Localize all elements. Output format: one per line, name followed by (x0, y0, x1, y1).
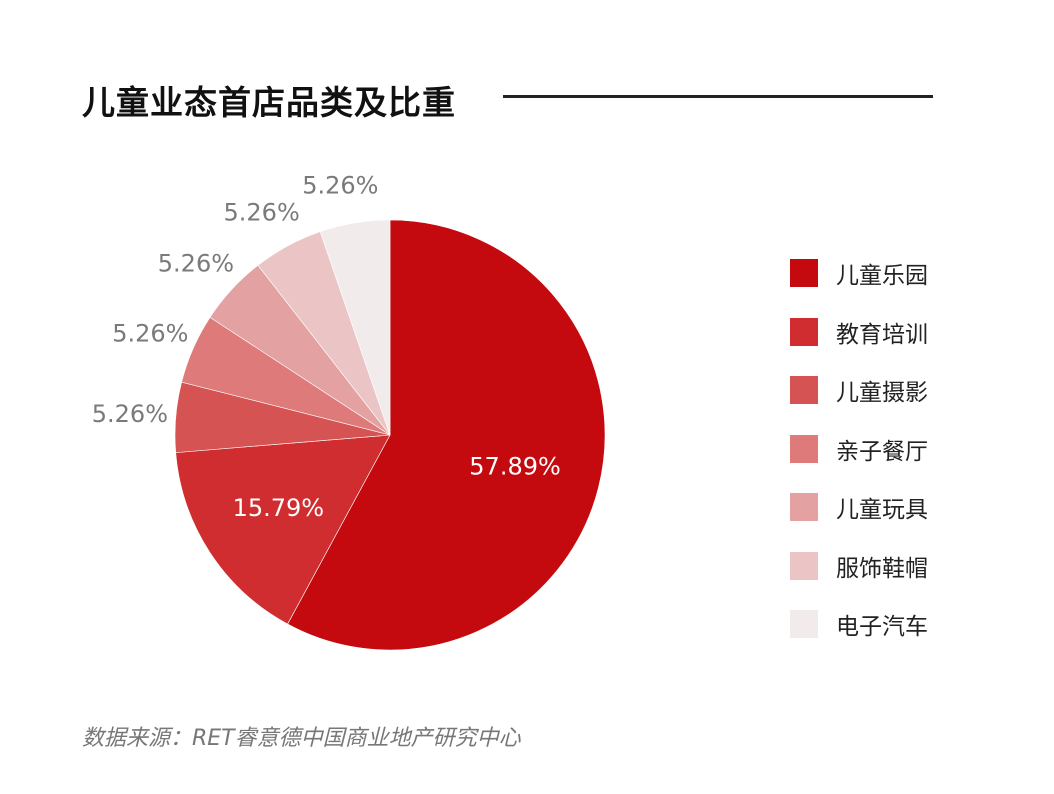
chart-title: 儿童业态首店品类及比重 (82, 83, 456, 122)
slice-label: 5.26% (302, 171, 378, 199)
legend-item: 服饰鞋帽 (790, 537, 928, 596)
legend-item: 儿童乐园 (790, 244, 928, 303)
legend-swatch (790, 317, 818, 346)
legend: 儿童乐园 教育培训 儿童摄影 亲子餐厅 儿童玩具 服饰鞋帽 电子汽车 (790, 244, 928, 654)
data-source: 数据来源：RET睿意德中国商业地产研究中心 (82, 726, 521, 751)
pie-slice (287, 219, 606, 651)
pie-slice (175, 434, 391, 625)
legend-swatch (790, 551, 818, 580)
slice-label: 15.79% (233, 494, 325, 522)
slice-label: 5.26% (158, 250, 234, 278)
title-divider (503, 95, 933, 98)
legend-item: 电子汽车 (790, 595, 928, 654)
slice-label: 5.26% (224, 198, 300, 226)
legend-swatch (790, 493, 818, 522)
pie-slice (319, 219, 391, 436)
legend-item: 教育培训 (790, 303, 928, 362)
legend-item: 儿童摄影 (790, 361, 928, 420)
legend-item: 亲子餐厅 (790, 420, 928, 479)
legend-swatch (790, 434, 818, 463)
slice-label: 57.89% (469, 453, 561, 481)
slice-label: 5.26% (112, 319, 188, 347)
slice-label: 5.26% (92, 400, 168, 428)
legend-swatch (790, 259, 818, 288)
legend-swatch (790, 376, 818, 405)
legend-item: 儿童玩具 (790, 478, 928, 537)
legend-swatch (790, 610, 818, 639)
